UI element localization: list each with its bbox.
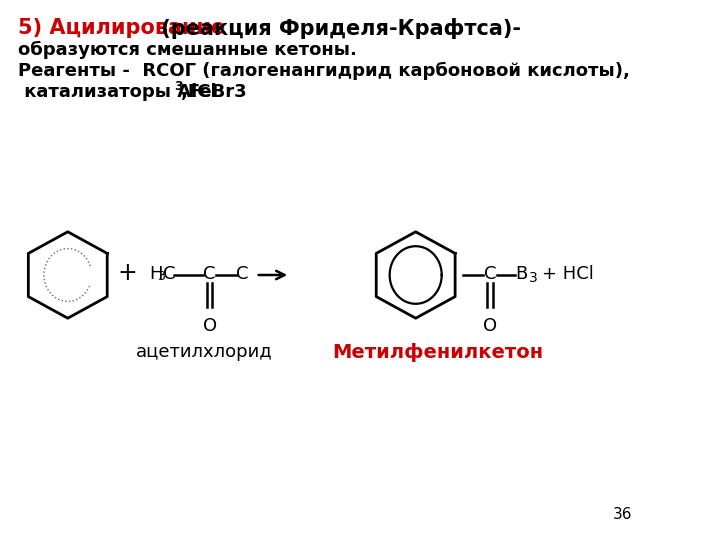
Text: C: C [163,265,175,283]
Text: Метилфенилкетон: Метилфенилкетон [333,343,544,362]
Text: 3: 3 [174,80,183,93]
Text: 3: 3 [157,271,165,284]
Text: +: + [117,261,138,285]
Text: ацетилхлорид: ацетилхлорид [136,343,273,361]
Text: образуются смешанные кетоны.: образуются смешанные кетоны. [18,41,357,59]
Text: ,FeBr3: ,FeBr3 [181,83,246,101]
Text: B: B [516,265,528,283]
Text: + HCl: + HCl [541,265,593,283]
Text: O: O [202,317,217,335]
Text: 36: 36 [613,507,633,522]
Text: C: C [203,265,216,283]
Text: Реагенты -  RCОГ (галогенангидрид карбоновой кислоты),: Реагенты - RCОГ (галогенангидрид карбоно… [18,62,630,80]
Text: O: O [483,317,498,335]
Text: 5) Ацилирование: 5) Ацилирование [18,18,225,38]
Text: C: C [484,265,496,283]
Text: катализаторы AlCl: катализаторы AlCl [18,83,217,101]
Text: (реакция Фриделя-Крафтса)-: (реакция Фриделя-Крафтса)- [153,18,521,39]
Text: H: H [149,265,163,283]
Text: 3: 3 [529,271,538,285]
Text: C: C [236,265,248,283]
